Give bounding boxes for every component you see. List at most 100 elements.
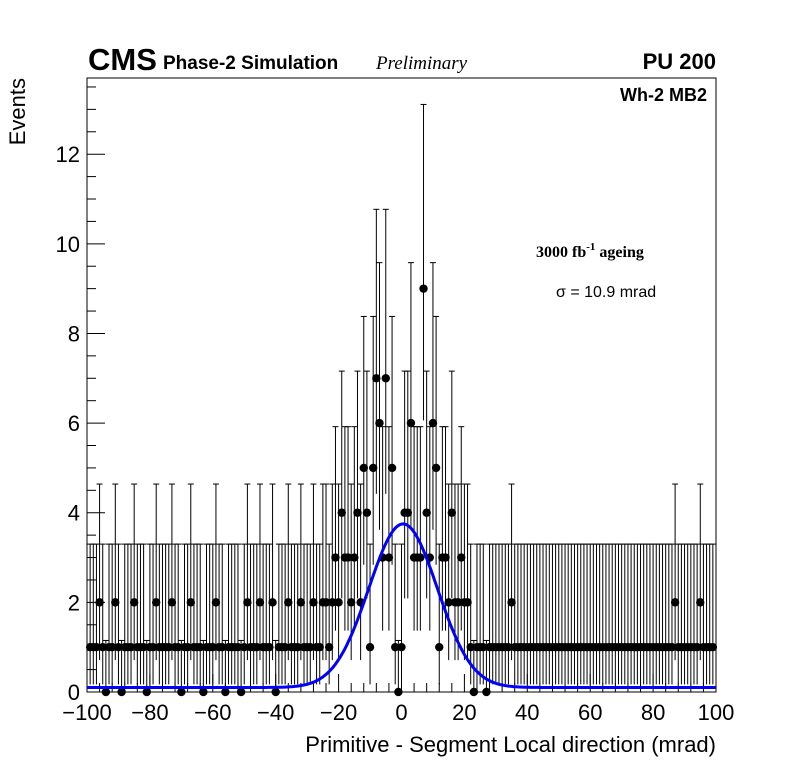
data-point [196, 642, 205, 652]
data-point [350, 553, 359, 562]
subtitle-label: Phase-2 Simulation [163, 53, 338, 74]
data-point [381, 374, 390, 383]
data-point [236, 687, 246, 697]
x-tick-label: −20 [320, 700, 357, 725]
data-point [368, 463, 378, 473]
y-tick-label: 2 [68, 590, 80, 615]
data-point [403, 508, 412, 517]
data-point [117, 687, 126, 697]
data-point [387, 463, 397, 473]
data-point [372, 374, 381, 383]
error-bars [87, 103, 716, 693]
ageing-label: 3000 fb-1 ageing [536, 241, 644, 261]
data-point [218, 642, 227, 652]
gaussian-fit-curve [87, 522, 716, 689]
y-tick-label: 4 [68, 501, 80, 526]
data-point [463, 598, 472, 607]
data-point [107, 642, 117, 652]
data-point [428, 418, 438, 428]
y-tick-label: 8 [68, 321, 80, 346]
x-tick-label: 60 [578, 700, 602, 725]
data-point [482, 687, 491, 697]
data-point [268, 598, 277, 607]
data-point [431, 463, 441, 473]
sigma-label: σ = 10.9 mrad [556, 284, 656, 301]
data-point [306, 642, 315, 652]
x-tick-label: −40 [257, 700, 294, 725]
x-tick-label: 80 [641, 700, 665, 725]
data-point [394, 687, 403, 697]
data-point [444, 598, 453, 607]
data-point [221, 687, 230, 697]
data-points [85, 284, 718, 697]
y-tick-label: 0 [68, 680, 80, 705]
x-tick-label: 20 [452, 700, 476, 725]
data-point [435, 642, 444, 652]
data-point [324, 642, 334, 652]
y-tick-label: 6 [68, 411, 80, 436]
pileup-label: PU 200 [643, 49, 716, 74]
data-point [139, 642, 148, 652]
data-point [346, 598, 356, 607]
data-point [142, 687, 151, 697]
x-tick-label: −60 [194, 700, 231, 725]
data-point [211, 598, 221, 607]
y-tick-label: 10 [56, 232, 80, 257]
x-tick-label: 40 [515, 700, 539, 725]
data-point [708, 642, 718, 652]
data-point [296, 598, 306, 607]
data-point [447, 508, 457, 517]
data-point [504, 642, 513, 652]
data-point [359, 463, 368, 473]
data-point [92, 642, 101, 652]
data-point [353, 508, 362, 517]
status-label: Preliminary [375, 53, 468, 74]
data-point [233, 642, 243, 652]
tick-labels: −100 −80 −60 −40 −20 0 20 40 60 80 100 0 2 4 6 8 10 12 [56, 142, 735, 725]
data-point [696, 598, 705, 607]
data-point [293, 642, 302, 652]
data-point [129, 598, 139, 607]
data-point [111, 598, 120, 607]
data-point [469, 687, 479, 697]
data-point [255, 598, 265, 607]
data-point [375, 418, 384, 428]
data-point [167, 598, 177, 607]
region-label: Wh-2 MB2 [620, 85, 707, 105]
y-axis-title: Events [5, 78, 30, 145]
experiment-label: CMS [88, 42, 157, 77]
data-point [337, 508, 346, 517]
data-point [148, 642, 158, 652]
data-point [265, 642, 274, 652]
data-point [183, 642, 192, 652]
data-point [667, 642, 677, 652]
data-point [164, 642, 173, 652]
data-point [416, 553, 425, 562]
data-point [391, 642, 400, 652]
data-point [466, 642, 475, 652]
data-point [343, 553, 353, 562]
data-point [419, 284, 428, 293]
data-point [252, 642, 262, 652]
data-point [422, 508, 431, 517]
data-point [177, 687, 186, 697]
data-point [321, 598, 331, 607]
data-point [453, 598, 463, 607]
data-point [98, 642, 107, 652]
data-point [240, 642, 249, 652]
data-point [101, 687, 111, 697]
data-point [479, 642, 488, 652]
data-point [507, 598, 516, 607]
data-point [406, 418, 416, 428]
data-point [174, 642, 183, 652]
data-point [315, 642, 324, 652]
x-tick-label: 0 [395, 700, 407, 725]
data-point [334, 598, 343, 607]
data-point [365, 642, 375, 652]
data-point [692, 642, 702, 652]
data-point [331, 553, 340, 562]
data-point [384, 553, 394, 562]
data-point [243, 598, 252, 607]
data-point [186, 598, 195, 607]
